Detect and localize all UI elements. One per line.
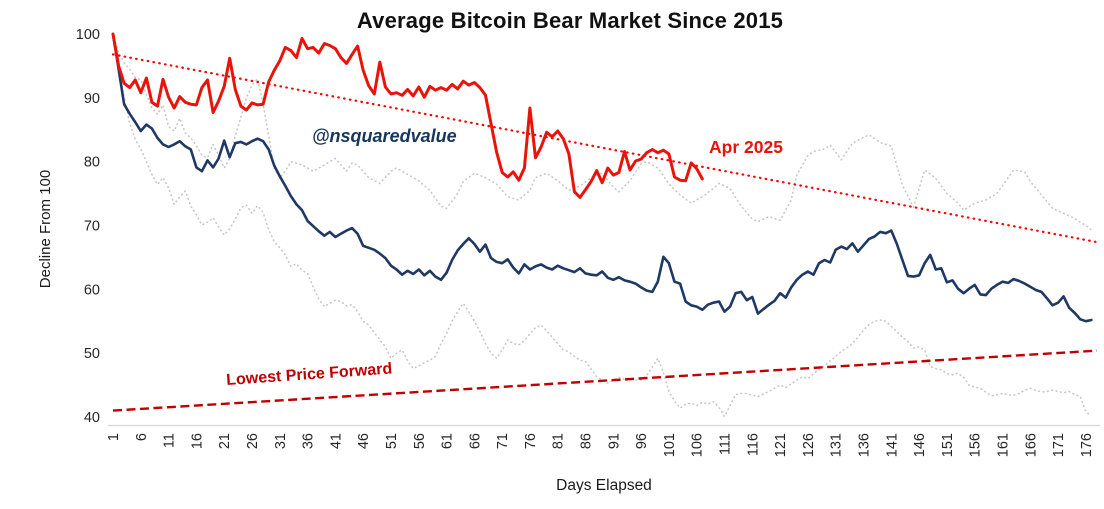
x-tick-label: 126 xyxy=(801,433,817,457)
x-tick-label: 166 xyxy=(1023,433,1039,457)
series-line-trendline xyxy=(111,53,1099,244)
y-tick-label: 80 xyxy=(84,155,100,171)
x-tick-label: 146 xyxy=(912,433,928,457)
x-tick-label: 16 xyxy=(189,433,205,449)
x-tick-label: 136 xyxy=(857,433,873,457)
x-tick-label: 96 xyxy=(634,433,650,449)
series-line-apr-2025 xyxy=(111,32,704,199)
y-tick-label: 60 xyxy=(84,282,100,298)
x-tick-label: 156 xyxy=(968,433,984,457)
x-tick-label: 76 xyxy=(523,433,539,449)
y-tick-label: 90 xyxy=(84,91,100,107)
series-line-range-low xyxy=(112,33,1093,418)
x-tick-label: 31 xyxy=(273,433,289,449)
x-tick-label: 151 xyxy=(940,433,956,457)
x-tick-label: 121 xyxy=(773,433,789,457)
y-tick-label: 40 xyxy=(84,410,100,426)
x-tick-label: 116 xyxy=(745,433,761,456)
x-tick-label: 51 xyxy=(384,433,400,449)
x-tick-label: 86 xyxy=(579,433,595,449)
x-tick-label: 46 xyxy=(356,433,372,449)
x-tick-label: 101 xyxy=(662,433,678,457)
y-tick-label: 100 xyxy=(76,27,100,43)
x-tick-label: 106 xyxy=(690,433,706,457)
x-tick-label: 6 xyxy=(134,433,150,441)
watermark-handle: @nsquaredvalue xyxy=(312,126,457,146)
x-tick-label: 21 xyxy=(217,433,233,449)
x-tick-label: 171 xyxy=(1051,433,1067,457)
x-tick-label: 161 xyxy=(995,433,1011,457)
x-tick-label: 11 xyxy=(162,433,178,448)
x-tick-label: 61 xyxy=(440,433,456,449)
x-axis-title: Days Elapsed xyxy=(556,477,652,494)
x-tick-label: 26 xyxy=(245,433,261,449)
series-line-range-high xyxy=(112,33,1093,231)
x-tick-label: 81 xyxy=(551,433,567,449)
x-tick-label: 56 xyxy=(412,433,428,449)
x-tick-label: 36 xyxy=(301,433,317,449)
x-tick-label: 1 xyxy=(106,433,122,441)
x-tick-label: 41 xyxy=(328,433,344,449)
x-tick-label: 176 xyxy=(1079,433,1095,457)
x-tick-label: 141 xyxy=(884,433,900,457)
x-tick-label: 131 xyxy=(829,433,845,457)
y-tick-label: 50 xyxy=(84,346,100,362)
series-line-average xyxy=(111,32,1093,323)
x-tick-label: 71 xyxy=(495,433,511,449)
apr-2025-series-label: Apr 2025 xyxy=(709,137,783,157)
series-line-lowest-price-forward xyxy=(112,349,1098,412)
chart-title: Average Bitcoin Bear Market Since 2015 xyxy=(356,8,784,33)
x-tick-label: 111 xyxy=(718,433,734,455)
y-tick-label: 70 xyxy=(84,218,100,234)
x-tick-label: 91 xyxy=(606,433,622,449)
x-tick-label: 66 xyxy=(467,433,483,449)
